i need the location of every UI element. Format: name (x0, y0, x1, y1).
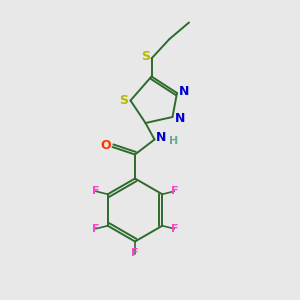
Text: H: H (169, 136, 178, 146)
Text: S: S (119, 94, 128, 107)
Text: F: F (92, 186, 100, 196)
Text: F: F (170, 224, 178, 234)
Text: S: S (142, 50, 151, 64)
Text: N: N (175, 112, 185, 125)
Text: F: F (170, 186, 178, 196)
Text: O: O (100, 139, 111, 152)
Text: N: N (156, 130, 166, 144)
Text: F: F (92, 224, 100, 234)
Text: F: F (131, 248, 139, 259)
Text: N: N (179, 85, 190, 98)
